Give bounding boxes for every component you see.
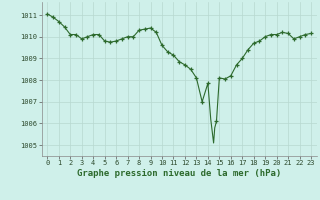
X-axis label: Graphe pression niveau de la mer (hPa): Graphe pression niveau de la mer (hPa) — [77, 169, 281, 178]
